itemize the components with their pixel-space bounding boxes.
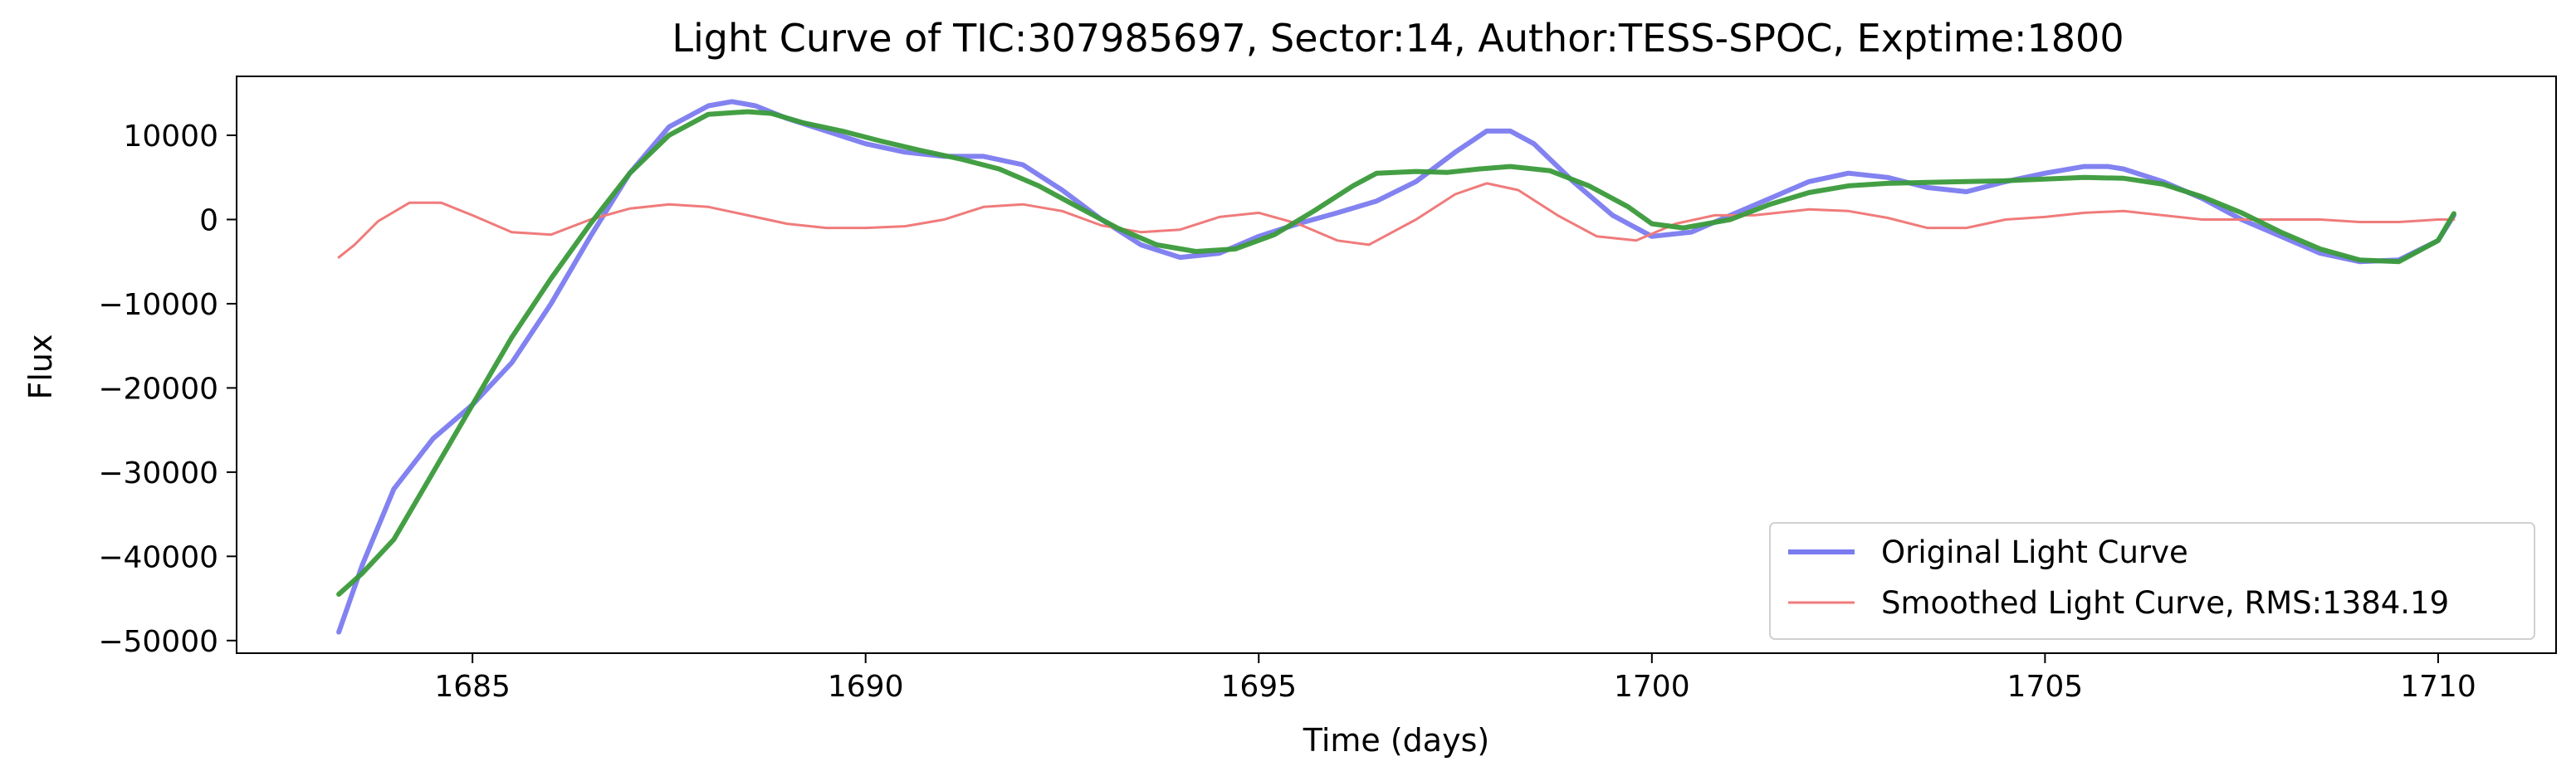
y-tick-label: −20000 bbox=[98, 372, 218, 406]
y-tick-label: −50000 bbox=[98, 625, 218, 659]
x-axis-ticks: 1685 1690 1695 1700 1705 1710 bbox=[434, 653, 2476, 704]
y-tick-label: 0 bbox=[199, 203, 218, 237]
series-line-smoothed bbox=[337, 182, 2456, 259]
legend-label-original: Original Light Curve bbox=[1881, 534, 2188, 570]
plot-area-frame bbox=[236, 76, 2557, 654]
y-tick-label: −30000 bbox=[98, 456, 218, 491]
y-axis-label: Flux bbox=[22, 334, 59, 400]
legend: Original Light Curve Smoothed Light Curv… bbox=[1769, 522, 2535, 640]
legend-box bbox=[1769, 522, 2535, 640]
y-tick-label: −10000 bbox=[98, 288, 218, 322]
x-tick-label: 1710 bbox=[2400, 670, 2476, 704]
y-tick-label: 10000 bbox=[123, 120, 218, 154]
chart-title: Light Curve of TIC:307985697, Sector:14,… bbox=[672, 16, 2124, 61]
x-tick-label: 1685 bbox=[434, 670, 511, 704]
x-tick-label: 1690 bbox=[828, 670, 904, 704]
series-line-original bbox=[336, 99, 2456, 635]
x-tick-label: 1705 bbox=[2007, 670, 2084, 704]
legend-label-smoothed: Smoothed Light Curve, RMS:1384.19 bbox=[1881, 585, 2449, 621]
x-tick-label: 1700 bbox=[1614, 670, 1690, 704]
series-layer bbox=[336, 99, 2456, 635]
x-tick-label: 1695 bbox=[1220, 670, 1297, 704]
series-line-fit bbox=[336, 109, 2456, 597]
y-tick-label: −40000 bbox=[98, 540, 218, 574]
x-axis-label: Time (days) bbox=[1303, 722, 1489, 759]
y-axis-ticks: −50000 −40000 −30000 −20000 −10000 0 10000 bbox=[98, 120, 237, 659]
